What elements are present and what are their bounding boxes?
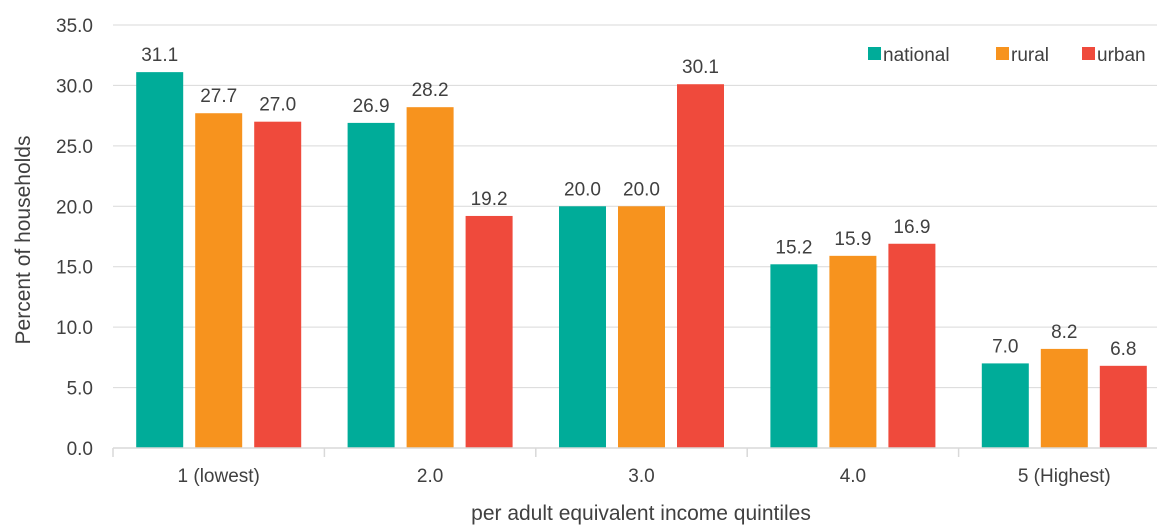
x-tick-label: 5 (Highest) <box>1018 466 1111 487</box>
y-axis-title: Percent of households <box>12 136 35 345</box>
y-tick-label: 20.0 <box>56 197 93 218</box>
legend-swatch-national <box>868 47 881 60</box>
data-label-urban: 19.2 <box>471 189 508 210</box>
x-axis-title: per adult equivalent income quintiles <box>471 502 811 525</box>
data-label-national: 20.0 <box>564 179 601 200</box>
bar-rural <box>406 107 454 448</box>
data-label-rural: 27.7 <box>200 86 237 107</box>
y-tick-label: 25.0 <box>56 137 93 158</box>
data-label-urban: 6.8 <box>1110 339 1136 360</box>
y-tick-label: 5.0 <box>67 379 93 400</box>
x-tick-label: 3.0 <box>628 466 654 487</box>
x-tick-label: 2.0 <box>417 466 443 487</box>
bars <box>136 72 1147 449</box>
bar-urban <box>465 215 513 448</box>
data-label-rural: 28.2 <box>412 80 449 101</box>
legend-label-urban: urban <box>1097 45 1146 66</box>
bar-urban <box>254 121 302 448</box>
bar-national <box>136 72 184 449</box>
x-tick-label: 1 (lowest) <box>178 466 260 487</box>
y-tick-label: 35.0 <box>56 16 93 37</box>
bar-national <box>559 206 606 448</box>
bar-rural <box>618 206 665 448</box>
axes: 0.0 5.0 10.0 15.0 20.0 25.0 30.0 35.0 1 (lowest)… <box>56 16 1157 487</box>
data-label-rural: 15.9 <box>834 229 871 250</box>
x-tick-label: 4.0 <box>840 466 866 487</box>
y-tick-label: 30.0 <box>56 76 93 97</box>
y-tick-label: 10.0 <box>56 318 93 339</box>
bar-rural <box>1040 348 1088 448</box>
data-label-national: 31.1 <box>141 45 178 66</box>
bar-national <box>347 122 395 448</box>
data-label-rural: 20.0 <box>623 179 660 200</box>
data-label-national: 26.9 <box>353 96 390 117</box>
data-label-rural: 8.2 <box>1051 322 1077 343</box>
bar-urban <box>1099 365 1147 448</box>
data-label-urban: 16.9 <box>893 217 930 238</box>
legend-label-rural: rural <box>1011 45 1049 66</box>
data-label-national: 15.2 <box>775 237 812 258</box>
legend: national rural urban <box>868 45 1146 66</box>
bar-rural <box>829 255 877 448</box>
data-label-urban: 27.0 <box>259 95 296 116</box>
data-label-national: 7.0 <box>992 336 1018 357</box>
bar-urban <box>888 243 936 448</box>
legend-swatch-urban <box>1082 47 1095 60</box>
bar-national <box>770 264 818 448</box>
bar-national <box>981 363 1029 448</box>
legend-swatch-rural <box>996 47 1009 60</box>
data-label-urban: 30.1 <box>682 57 719 78</box>
bar-urban <box>677 84 724 448</box>
y-tick-label: 15.0 <box>56 258 93 279</box>
y-tick-label: 0.0 <box>67 439 93 460</box>
bar-rural <box>195 113 243 449</box>
data-labels: 31.1 27.7 27.0 26.9 28.2 19.2 20.0 20.0 30.1 15.2… <box>141 45 1136 360</box>
legend-label-national: national <box>883 45 950 66</box>
